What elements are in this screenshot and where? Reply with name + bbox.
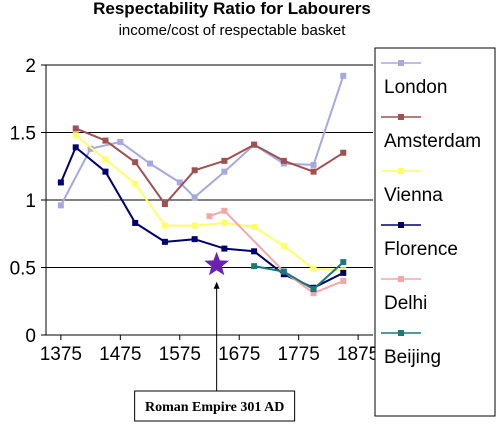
- data-point-london: [147, 160, 154, 167]
- data-point-vienna: [102, 156, 109, 163]
- data-point-delhi: [221, 207, 228, 214]
- legend: London Amsterdam Vienna Florence Delhi Beijin…: [374, 47, 496, 417]
- legend-label: London: [384, 77, 447, 98]
- legend-entry-delhi: Delhi: [381, 276, 427, 314]
- data-point-vienna: [72, 132, 79, 139]
- data-point-amsterdam: [102, 137, 109, 144]
- data-point-london: [340, 72, 347, 79]
- data-point-vienna: [161, 222, 168, 229]
- y-tick-label: 2: [25, 56, 36, 77]
- data-point-amsterdam: [340, 149, 347, 156]
- legend-entry-beijing: Beijing: [381, 330, 441, 368]
- data-series: [57, 72, 347, 297]
- annotation-box: [134, 390, 296, 422]
- x-tick-label: 1675: [218, 344, 260, 365]
- series-vienna: [72, 132, 347, 274]
- annotation-arrowhead-icon: [213, 281, 220, 289]
- chart-title: Respectability Ratio for Labourers: [93, 0, 371, 18]
- data-point-vienna: [310, 265, 317, 272]
- series-florence: [57, 144, 347, 291]
- x-tick-label: 1575: [159, 344, 201, 365]
- legend-label: Beijing: [384, 347, 441, 368]
- series-beijing: [251, 259, 347, 293]
- legend-swatch-marker: [398, 222, 404, 228]
- data-point-vienna: [251, 224, 258, 230]
- data-point-london: [117, 138, 124, 145]
- legend-label: Vienna: [384, 185, 443, 206]
- y-tick-label: 0.5: [10, 259, 36, 280]
- data-point-amsterdam: [191, 167, 198, 174]
- legend-swatch-marker: [398, 60, 404, 66]
- data-point-amsterdam: [72, 125, 79, 132]
- axes: 0 0.5 1 1.5 2 1375 1475 1575 1675 1775 1875: [10, 56, 380, 365]
- data-point-amsterdam: [280, 157, 287, 164]
- legend-entry-london: London: [381, 60, 447, 98]
- data-point-amsterdam: [251, 141, 258, 148]
- data-point-amsterdam: [132, 159, 139, 166]
- legend-label: Delhi: [384, 293, 427, 314]
- legend-entry-amsterdam: Amsterdam: [381, 114, 481, 152]
- legend-box: [374, 47, 496, 417]
- data-point-london: [191, 194, 198, 201]
- data-point-florence: [102, 168, 109, 175]
- y-tick-label: 0: [25, 326, 36, 347]
- data-point-amsterdam: [161, 201, 168, 208]
- legend-swatch-marker: [398, 330, 404, 336]
- annotation-label: Roman Empire 301 AD: [145, 400, 284, 415]
- data-point-london: [176, 179, 183, 186]
- data-point-delhi: [206, 213, 213, 220]
- legend-swatch-marker: [398, 114, 404, 120]
- data-point-london: [310, 161, 317, 168]
- data-point-beijing: [280, 268, 287, 275]
- data-point-florence: [251, 248, 258, 255]
- data-point-florence: [191, 236, 198, 243]
- series-amsterdam: [72, 125, 347, 208]
- data-point-florence: [57, 179, 64, 186]
- data-point-florence: [340, 269, 347, 276]
- legend-entry-vienna: Vienna: [381, 168, 443, 206]
- y-tick-label: 1.5: [10, 124, 36, 145]
- series-line-amsterdam: [75, 127, 344, 206]
- x-tick-label: 1875: [337, 344, 379, 365]
- data-point-beijing: [340, 259, 347, 266]
- data-point-london: [87, 145, 94, 152]
- data-point-beijing: [310, 286, 317, 293]
- gridlines: [46, 64, 373, 268]
- series-line-vienna: [75, 134, 344, 272]
- legend-entry-florence: Florence: [381, 222, 458, 260]
- data-point-vienna: [280, 242, 287, 249]
- data-point-florence: [221, 245, 228, 252]
- data-point-vienna: [191, 222, 198, 229]
- legend-swatch-marker: [398, 168, 404, 174]
- y-tick-label: 1: [25, 191, 36, 212]
- data-point-london: [221, 168, 228, 175]
- annotation-roman-empire: Roman Empire 301 AD: [134, 251, 296, 422]
- data-point-delhi: [340, 278, 347, 284]
- star-marker-icon: [204, 251, 229, 276]
- data-point-amsterdam: [221, 157, 228, 164]
- legend-label: Amsterdam: [384, 131, 481, 152]
- x-tick-label: 1475: [99, 344, 141, 365]
- data-point-vienna: [132, 180, 139, 187]
- data-point-vienna: [221, 219, 228, 226]
- chart-subtitle: income/cost of respectable basket: [119, 22, 347, 39]
- data-point-florence: [72, 144, 79, 151]
- x-tick-label: 1775: [278, 344, 320, 365]
- series-line-beijing: [253, 261, 344, 291]
- annotation-layer: Roman Empire 301 AD: [134, 251, 296, 422]
- series-london: [57, 72, 347, 209]
- x-tick-label: 1375: [40, 344, 82, 365]
- data-point-beijing: [251, 263, 258, 270]
- data-point-london: [57, 202, 64, 209]
- legend-swatch-marker: [398, 276, 404, 282]
- data-point-delhi: [310, 290, 317, 297]
- legend-label: Florence: [384, 239, 458, 260]
- data-point-amsterdam: [310, 168, 317, 175]
- data-point-florence: [132, 219, 139, 226]
- data-point-florence: [161, 238, 168, 245]
